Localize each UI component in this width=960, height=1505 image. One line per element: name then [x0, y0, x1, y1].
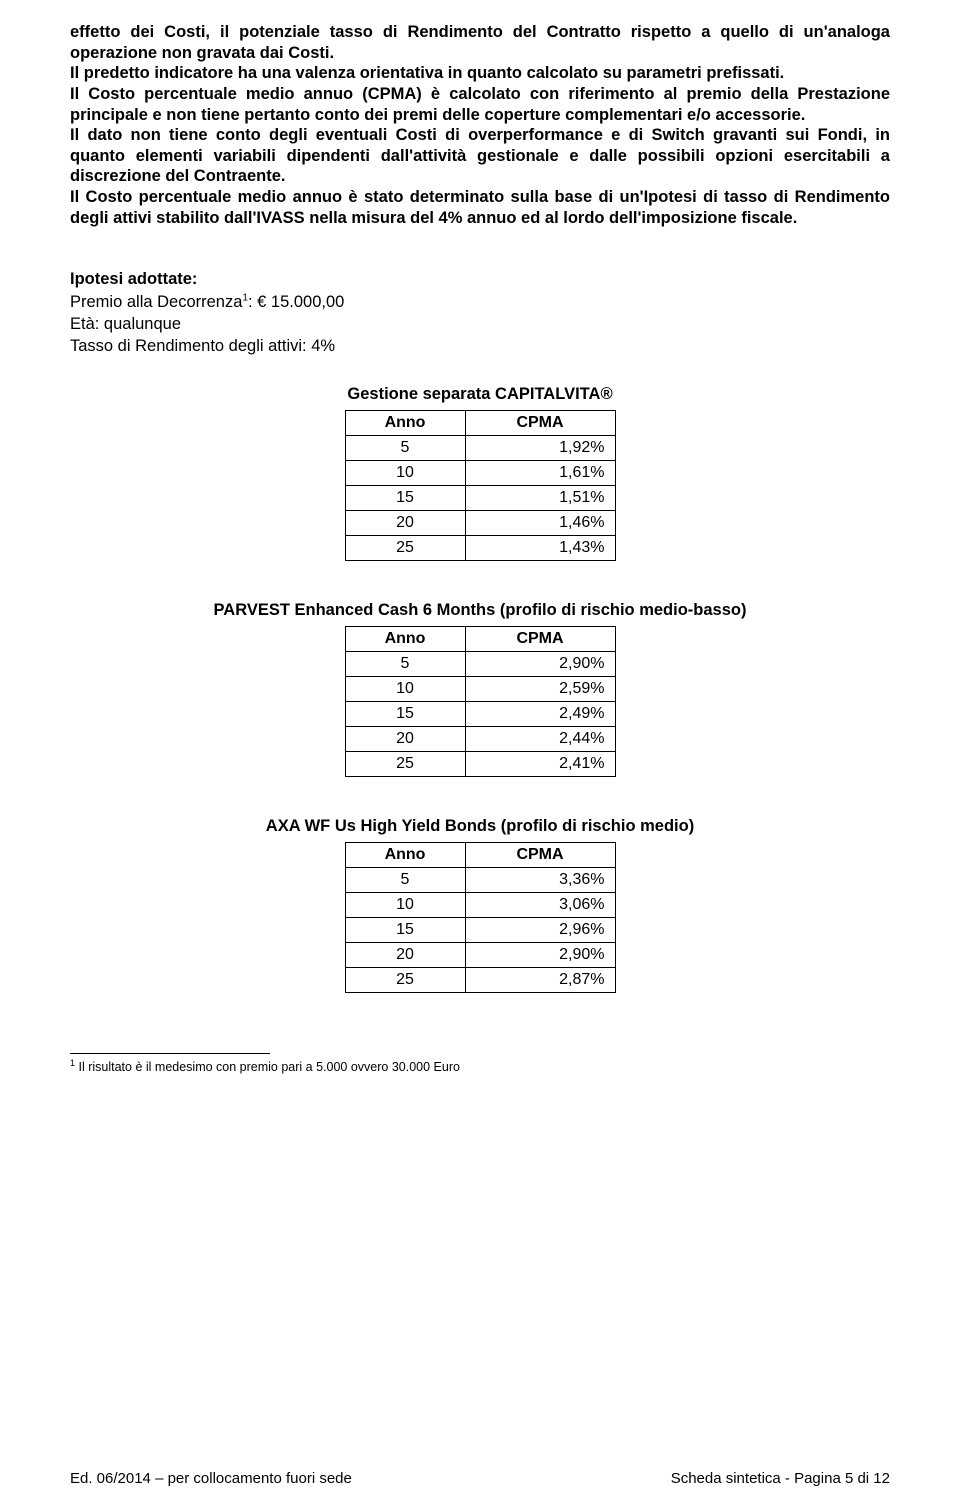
- cell-anno: 25: [345, 536, 465, 561]
- footer-left: Ed. 06/2014 – per collocamento fuori sed…: [70, 1470, 352, 1487]
- table2: Anno CPMA 52,90% 102,59% 152,49% 202,44%…: [345, 626, 616, 777]
- cell-anno: 20: [345, 511, 465, 536]
- hypothesis-premium-label: Premio alla Decorrenza: [70, 293, 242, 311]
- col-cpma: CPMA: [465, 411, 615, 436]
- cell-anno: 10: [345, 893, 465, 918]
- cell-cpma: 1,92%: [465, 436, 615, 461]
- cell-cpma: 1,46%: [465, 511, 615, 536]
- cell-cpma: 1,61%: [465, 461, 615, 486]
- hypothesis-premium: Premio alla Decorrenza1: € 15.000,00: [70, 291, 890, 313]
- table-row: 202,44%: [345, 727, 615, 752]
- footnote-text: Il risultato è il medesimo con premio pa…: [75, 1060, 460, 1074]
- cell-cpma: 3,06%: [465, 893, 615, 918]
- hypotheses-block: Ipotesi adottate: Premio alla Decorrenza…: [70, 268, 890, 357]
- cell-anno: 15: [345, 918, 465, 943]
- col-cpma: CPMA: [465, 843, 615, 868]
- cell-anno: 15: [345, 702, 465, 727]
- table-row: 53,36%: [345, 868, 615, 893]
- paragraph-5: Il Costo percentuale medio annuo è stato…: [70, 188, 890, 227]
- table-row: 102,59%: [345, 677, 615, 702]
- hypothesis-rate: Tasso di Rendimento degli attivi: 4%: [70, 335, 890, 357]
- table-row: 251,43%: [345, 536, 615, 561]
- table1-wrap: Anno CPMA 51,92% 101,61% 151,51% 201,46%…: [70, 410, 890, 561]
- table-row: 101,61%: [345, 461, 615, 486]
- table-row: 51,92%: [345, 436, 615, 461]
- table1-title: Gestione separata CAPITALVITA®: [70, 385, 890, 404]
- table-row: 202,90%: [345, 943, 615, 968]
- hypothesis-age: Età: qualunque: [70, 313, 890, 335]
- paragraph-1: effetto dei Costi, il potenziale tasso d…: [70, 23, 890, 62]
- cell-cpma: 1,51%: [465, 486, 615, 511]
- cell-anno: 25: [345, 968, 465, 993]
- table3-wrap: Anno CPMA 53,36% 103,06% 152,96% 202,90%…: [70, 842, 890, 993]
- cell-cpma: 1,43%: [465, 536, 615, 561]
- table-row: 152,96%: [345, 918, 615, 943]
- cell-cpma: 2,59%: [465, 677, 615, 702]
- page-footer: Ed. 06/2014 – per collocamento fuori sed…: [70, 1470, 890, 1487]
- col-anno: Anno: [345, 843, 465, 868]
- hypothesis-premium-value: : € 15.000,00: [248, 293, 344, 311]
- cell-anno: 25: [345, 752, 465, 777]
- col-cpma: CPMA: [465, 627, 615, 652]
- cell-anno: 5: [345, 436, 465, 461]
- table-row: 152,49%: [345, 702, 615, 727]
- cell-cpma: 2,96%: [465, 918, 615, 943]
- table-row: 201,46%: [345, 511, 615, 536]
- cell-anno: 5: [345, 652, 465, 677]
- cell-cpma: 2,87%: [465, 968, 615, 993]
- paragraph-3: Il Costo percentuale medio annuo (CPMA) …: [70, 85, 890, 124]
- cell-cpma: 2,90%: [465, 652, 615, 677]
- hypotheses-header: Ipotesi adottate:: [70, 268, 890, 290]
- footnote: 1 Il risultato è il medesimo con premio …: [70, 1058, 890, 1074]
- cell-anno: 5: [345, 868, 465, 893]
- table-row: 151,51%: [345, 486, 615, 511]
- col-anno: Anno: [345, 411, 465, 436]
- table2-title: PARVEST Enhanced Cash 6 Months (profilo …: [70, 601, 890, 620]
- cell-cpma: 2,49%: [465, 702, 615, 727]
- paragraph-4: Il dato non tiene conto degli eventuali …: [70, 126, 890, 185]
- cell-cpma: 2,44%: [465, 727, 615, 752]
- cell-cpma: 2,41%: [465, 752, 615, 777]
- table-row: 252,87%: [345, 968, 615, 993]
- table3: Anno CPMA 53,36% 103,06% 152,96% 202,90%…: [345, 842, 616, 993]
- page-container: effetto dei Costi, il potenziale tasso d…: [0, 0, 960, 1505]
- paragraph-2: Il predetto indicatore ha una valenza or…: [70, 64, 784, 82]
- cell-cpma: 2,90%: [465, 943, 615, 968]
- cell-anno: 20: [345, 943, 465, 968]
- main-description-block: effetto dei Costi, il potenziale tasso d…: [70, 22, 890, 228]
- col-anno: Anno: [345, 627, 465, 652]
- cell-cpma: 3,36%: [465, 868, 615, 893]
- table-header-row: Anno CPMA: [345, 843, 615, 868]
- footer-right: Scheda sintetica - Pagina 5 di 12: [671, 1470, 890, 1487]
- table3-title: AXA WF Us High Yield Bonds (profilo di r…: [70, 817, 890, 836]
- cell-anno: 10: [345, 677, 465, 702]
- table-row: 103,06%: [345, 893, 615, 918]
- table2-wrap: Anno CPMA 52,90% 102,59% 152,49% 202,44%…: [70, 626, 890, 777]
- table-header-row: Anno CPMA: [345, 411, 615, 436]
- footnote-rule: [70, 1053, 270, 1054]
- cell-anno: 10: [345, 461, 465, 486]
- cell-anno: 15: [345, 486, 465, 511]
- table-row: 252,41%: [345, 752, 615, 777]
- table1: Anno CPMA 51,92% 101,61% 151,51% 201,46%…: [345, 410, 616, 561]
- table-header-row: Anno CPMA: [345, 627, 615, 652]
- cell-anno: 20: [345, 727, 465, 752]
- table-row: 52,90%: [345, 652, 615, 677]
